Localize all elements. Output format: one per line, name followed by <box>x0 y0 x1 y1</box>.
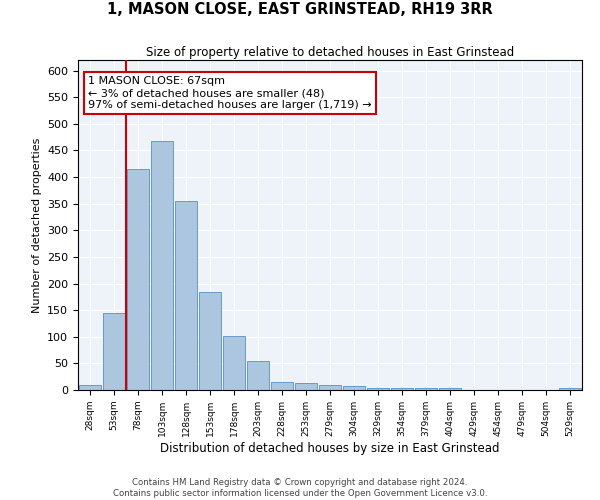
Bar <box>151 142 173 390</box>
Bar <box>343 386 365 390</box>
X-axis label: Distribution of detached houses by size in East Grinstead: Distribution of detached houses by size … <box>160 442 500 454</box>
Bar <box>247 362 269 390</box>
Bar <box>79 384 101 390</box>
Bar <box>175 201 197 390</box>
Title: Size of property relative to detached houses in East Grinstead: Size of property relative to detached ho… <box>146 46 514 59</box>
Bar <box>439 388 461 390</box>
Bar <box>127 169 149 390</box>
Bar <box>319 384 341 390</box>
Text: 1, MASON CLOSE, EAST GRINSTEAD, RH19 3RR: 1, MASON CLOSE, EAST GRINSTEAD, RH19 3RR <box>107 2 493 18</box>
Bar <box>223 336 245 390</box>
Bar <box>103 313 125 390</box>
Bar <box>295 383 317 390</box>
Bar <box>271 382 293 390</box>
Bar <box>391 388 413 390</box>
Bar <box>199 292 221 390</box>
Y-axis label: Number of detached properties: Number of detached properties <box>32 138 41 312</box>
Text: Contains HM Land Registry data © Crown copyright and database right 2024.
Contai: Contains HM Land Registry data © Crown c… <box>113 478 487 498</box>
Text: 1 MASON CLOSE: 67sqm
← 3% of detached houses are smaller (48)
97% of semi-detach: 1 MASON CLOSE: 67sqm ← 3% of detached ho… <box>88 76 372 110</box>
Bar <box>559 388 581 390</box>
Bar <box>367 388 389 390</box>
Bar <box>415 388 437 390</box>
